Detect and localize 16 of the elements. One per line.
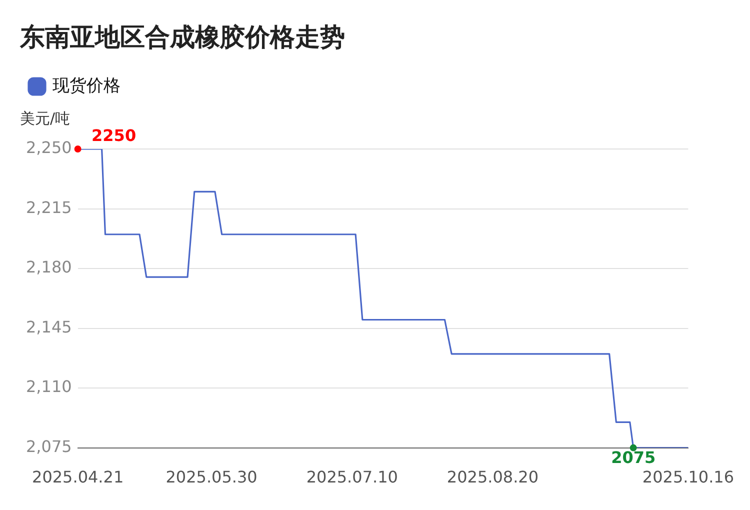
x-tick-label: 2025.10.16 [642, 468, 734, 487]
y-tick-label: 2,145 [26, 317, 72, 336]
x-tick-label: 2025.05.30 [166, 468, 258, 487]
y-tick-label: 2,250 [26, 138, 72, 158]
annotation: 2250 [92, 126, 136, 146]
y-tick-label: 2,110 [26, 377, 72, 396]
y-axis-title: 美元/吨 [20, 109, 70, 128]
y-tick-label: 2,180 [26, 258, 72, 277]
y-tick-label: 2,215 [26, 198, 72, 217]
y-tick-label: 2,075 [26, 436, 72, 456]
x-tick-label: 2025.08.20 [446, 468, 539, 487]
x-tick-label: 2025.04.21 [32, 468, 124, 487]
chart-title: 东南亚地区合成橡胶价格走势 [19, 22, 345, 52]
annotation: 2075 [611, 448, 656, 467]
legend-label: 现货价格 [52, 76, 120, 96]
x-tick-label: 2025.07.10 [306, 468, 398, 487]
